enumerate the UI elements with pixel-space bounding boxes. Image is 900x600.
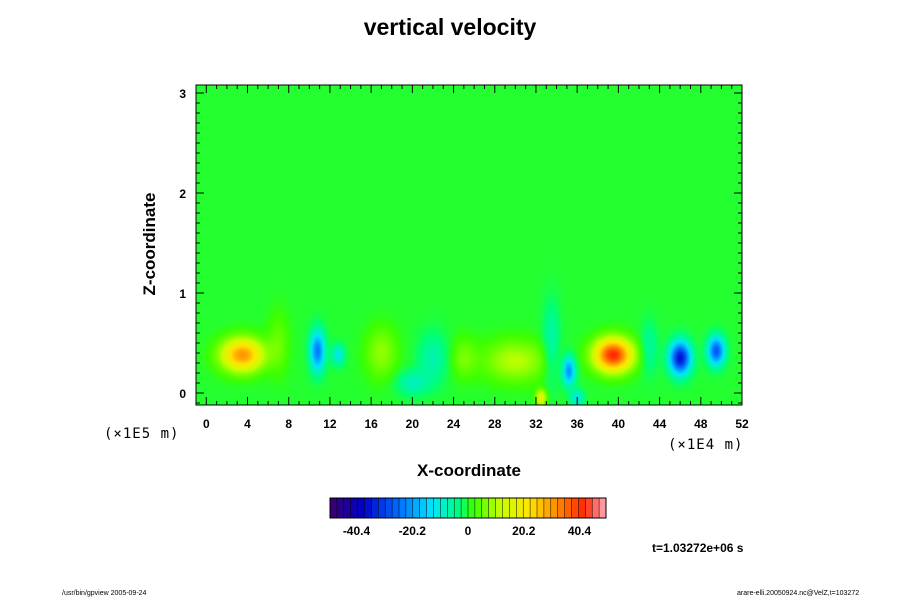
colorbar-segment bbox=[481, 498, 490, 518]
colorbar-segment bbox=[412, 498, 421, 518]
y-tick-label: 3 bbox=[179, 87, 186, 101]
colorbar-segment bbox=[550, 498, 559, 518]
colorbar-segment bbox=[599, 498, 607, 518]
colorbar-segment bbox=[371, 498, 379, 518]
colorbar-segment bbox=[495, 498, 503, 518]
colorbar-segment bbox=[357, 498, 365, 518]
colorbar-segment bbox=[537, 498, 545, 518]
colorbar-segment bbox=[405, 498, 414, 518]
colorbar-segment bbox=[343, 498, 352, 518]
colorbar-segment bbox=[516, 498, 524, 518]
x-tick-label: 16 bbox=[364, 417, 378, 431]
x-tick-label: 0 bbox=[203, 417, 210, 431]
colorbar-segment bbox=[454, 498, 462, 518]
colorbar-frame bbox=[329, 497, 607, 519]
colorbar-segment bbox=[523, 498, 531, 518]
x-tick-label: 52 bbox=[735, 417, 749, 431]
colorbar-tick-label: -40.4 bbox=[343, 524, 371, 538]
x-tick-label: 8 bbox=[285, 417, 292, 431]
colorbar-segment bbox=[502, 498, 510, 518]
colorbar-segment bbox=[509, 498, 517, 518]
heatmap-field bbox=[196, 85, 742, 405]
colorbar-segment bbox=[336, 498, 345, 518]
colorbar-segment bbox=[557, 498, 565, 518]
colorbar-segment bbox=[385, 498, 393, 518]
x-tick-label: 44 bbox=[653, 417, 667, 431]
colorbar-segment bbox=[543, 498, 552, 518]
x-scale-label: (×1E4 m) bbox=[668, 437, 744, 453]
colorbar-segment bbox=[440, 498, 448, 518]
plot-frame bbox=[195, 84, 743, 406]
chart-title: vertical velocity bbox=[363, 14, 537, 40]
y-tick-label: 1 bbox=[179, 287, 186, 301]
timestamp-label: t=1.03272e+06 s bbox=[652, 541, 744, 555]
x-tick-label: 40 bbox=[612, 417, 626, 431]
y-tick-label: 0 bbox=[179, 387, 186, 401]
colorbar-segment bbox=[564, 498, 572, 518]
x-tick-label: 4 bbox=[244, 417, 251, 431]
colorbar-segment bbox=[571, 498, 579, 518]
colorbar-segment bbox=[350, 498, 358, 518]
colorbar-segment bbox=[330, 498, 338, 518]
x-tick-label: 48 bbox=[694, 417, 708, 431]
colorbar-segment bbox=[488, 498, 496, 518]
x-tick-label: 36 bbox=[570, 417, 584, 431]
x-tick-label: 12 bbox=[323, 417, 337, 431]
colorbar-tick-label: 20.2 bbox=[512, 524, 536, 538]
colorbar-segment bbox=[585, 498, 593, 518]
colorbar-segment bbox=[392, 498, 400, 518]
z-scale-label: (×1E5 m) bbox=[104, 426, 180, 442]
colorbar-segment bbox=[592, 498, 600, 518]
x-tick-label: 20 bbox=[406, 417, 420, 431]
colorbar-segment bbox=[468, 498, 476, 518]
footer-command: /usr/bin/gpview 2005-09-24 bbox=[62, 590, 147, 597]
colorbar-segment bbox=[364, 498, 372, 518]
colorbar-segment bbox=[426, 498, 434, 518]
colorbar-tick-label: 0 bbox=[465, 524, 472, 538]
colorbar-tick-label: 40.4 bbox=[568, 524, 592, 538]
y-tick-label: 2 bbox=[179, 187, 186, 201]
colorbar-segment bbox=[419, 498, 427, 518]
footer-source: arare-elli.20050924.nc@VelZ,t=103272 bbox=[737, 590, 860, 597]
colorbar-segment bbox=[578, 498, 586, 518]
colorbar-tick-label: -20.2 bbox=[399, 524, 427, 538]
colorbar-segment bbox=[530, 498, 538, 518]
colorbar-segment bbox=[433, 498, 441, 518]
colorbar-segment bbox=[378, 498, 386, 518]
x-tick-label: 24 bbox=[447, 417, 461, 431]
colorbar-segment bbox=[474, 498, 483, 518]
x-tick-label: 28 bbox=[488, 417, 502, 431]
colorbar-segment bbox=[399, 498, 407, 518]
colorbar-segment bbox=[461, 498, 469, 518]
x-tick-label: 32 bbox=[529, 417, 543, 431]
x-axis-label: X-coordinate bbox=[417, 461, 521, 480]
colorbar-segment bbox=[447, 498, 455, 518]
